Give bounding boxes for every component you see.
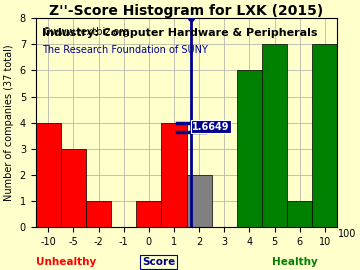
Text: Industry: Computer Hardware & Peripherals: Industry: Computer Hardware & Peripheral… [42,28,318,38]
Bar [312,44,337,227]
Bar [61,149,86,227]
Text: 100: 100 [337,229,356,239]
Text: ©www.textbiz.org: ©www.textbiz.org [42,26,130,36]
Bar [36,123,61,227]
Y-axis label: Number of companies (37 total): Number of companies (37 total) [4,44,14,201]
Title: Z''-Score Histogram for LXK (2015): Z''-Score Histogram for LXK (2015) [49,4,324,18]
Text: The Research Foundation of SUNY: The Research Foundation of SUNY [42,45,208,55]
Bar [287,201,312,227]
Bar [86,201,111,227]
Text: Score: Score [142,257,175,267]
Bar [136,201,161,227]
Bar [237,70,262,227]
Bar [262,44,287,227]
Text: Healthy: Healthy [272,257,318,267]
Bar [161,123,186,227]
Bar [186,175,212,227]
Text: Unhealthy: Unhealthy [36,257,96,267]
Text: 1.6649: 1.6649 [192,122,229,131]
